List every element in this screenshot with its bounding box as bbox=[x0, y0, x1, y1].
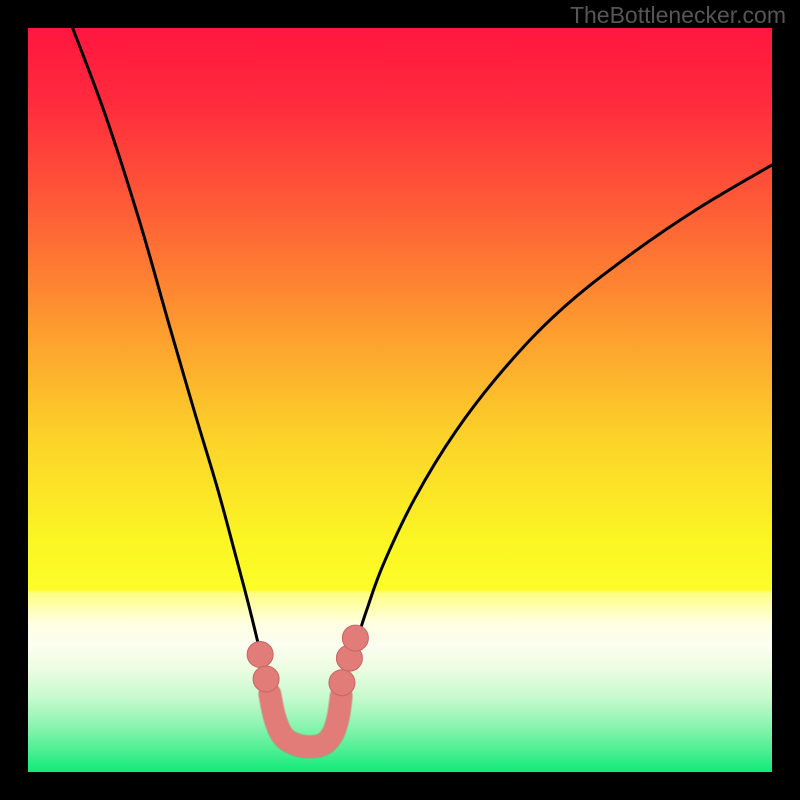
plot-area bbox=[28, 28, 772, 772]
necklace-bead-left-0 bbox=[247, 641, 273, 667]
watermark-text: TheBottlenecker.com bbox=[570, 2, 786, 28]
necklace-bead-right-0 bbox=[329, 670, 355, 696]
watermark: TheBottlenecker.com bbox=[570, 2, 786, 29]
necklace-bead-left-1 bbox=[253, 666, 279, 692]
chart-svg bbox=[28, 28, 772, 772]
necklace-bead-right-2 bbox=[342, 625, 368, 651]
gradient-background bbox=[28, 28, 772, 772]
